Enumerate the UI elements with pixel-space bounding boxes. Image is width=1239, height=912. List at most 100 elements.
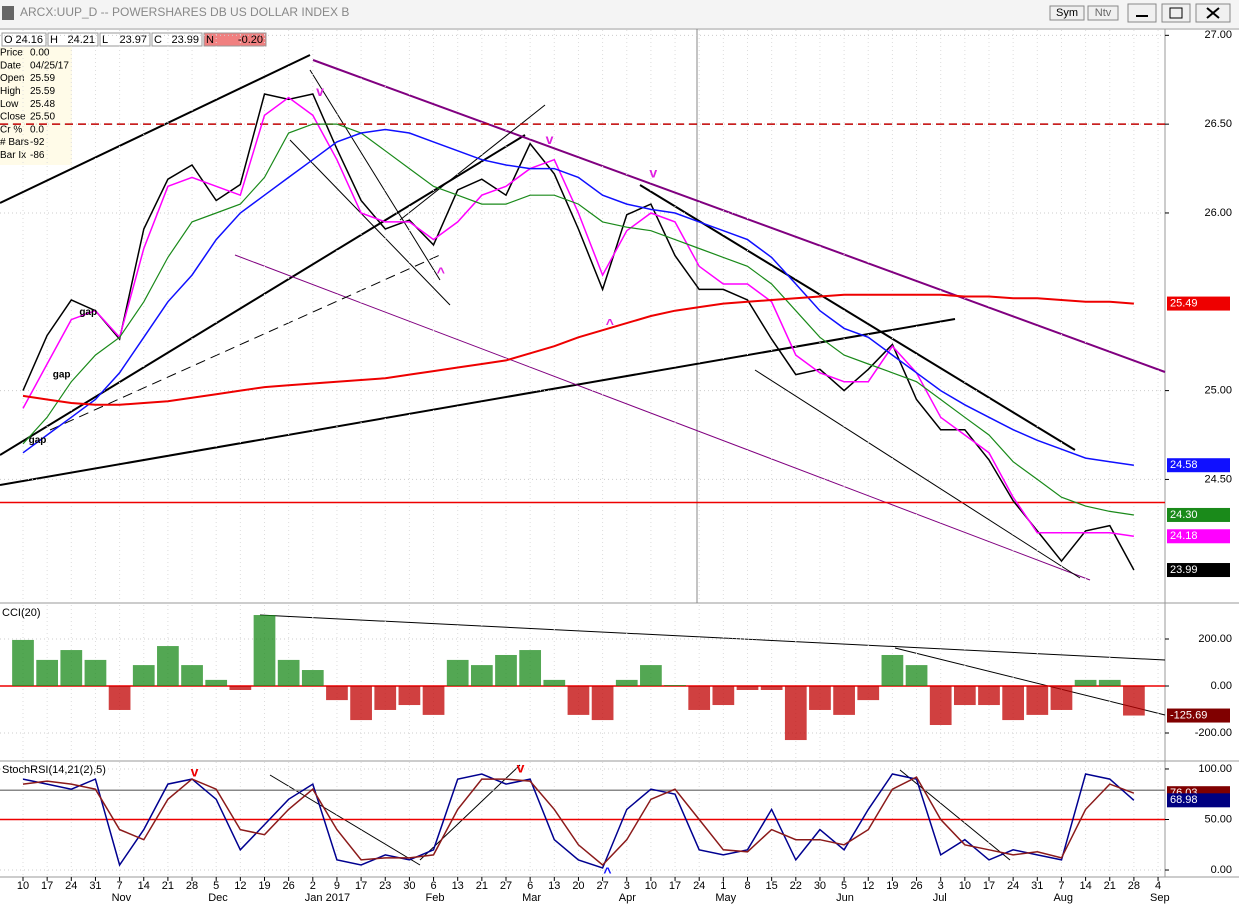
x-tick-label: 4 [1155,880,1161,892]
bar [857,686,880,701]
header-box [99,32,151,47]
y-tick-label: 50.00 [1204,813,1232,825]
annotation: gap [79,307,97,318]
bar [712,686,735,706]
x-tick-label: 23 [379,880,391,892]
ntv-button[interactable] [1087,5,1119,21]
sym-label[interactable]: Sym [1056,7,1078,19]
y-tick-label: 0.00 [1211,680,1232,692]
info-value: 0.0 [30,124,44,135]
maximize-icon [1169,7,1183,19]
x-tick-label: 12 [862,880,874,892]
x-tick-label: 2 [310,880,316,892]
x-tick-label: 15 [766,880,778,892]
bar [326,686,348,701]
annotation: v [649,165,657,181]
bar [519,650,542,687]
bar [784,686,807,741]
x-tick-label: 10 [959,880,971,892]
y-tick-label: 24.50 [1204,473,1232,485]
header-value: 24.21 [67,34,95,46]
series-line [22,128,1135,466]
bar [301,670,324,687]
ntv-label[interactable]: Ntv [1095,7,1112,19]
bar [591,686,614,721]
info-label: Price [0,48,23,59]
x-tick-label: 3 [624,880,630,892]
month-label: May [715,892,736,904]
month-label: Apr [619,892,636,904]
info-value: 25.59 [30,73,55,84]
price-tag-label: 24.30 [1170,509,1198,521]
x-tick-label: 10 [17,880,29,892]
x-tick-label: 27 [500,880,512,892]
x-tick-label: 30 [403,880,415,892]
annotation: ^ [606,316,614,332]
month-label: Jul [933,892,947,904]
bar [567,686,590,715]
x-tick-label: 19 [886,880,898,892]
y-tick-label: 200.00 [1198,633,1232,645]
x-tick-label: 26 [910,880,922,892]
header-value: -0.20 [238,34,263,46]
info-label: Close [0,112,26,123]
maximize-button[interactable] [1161,3,1191,23]
price-tag-label: -125.69 [1170,709,1207,721]
x-tick-label: 17 [355,880,367,892]
info-label: High [0,86,21,97]
bar [1026,686,1049,715]
header-key: N [206,34,214,46]
sym-button[interactable] [1049,5,1085,21]
price-tag [1167,507,1230,522]
bar [446,659,469,687]
x-tick-label: 14 [1079,880,1091,892]
bar [833,686,855,715]
annotation: gap [53,369,71,380]
bar [36,659,59,687]
price-tag-label: 24.18 [1170,530,1198,542]
bar [398,686,421,706]
bar [422,686,445,715]
series-line [22,293,1134,406]
header-key: L [102,34,108,46]
month-label: Feb [426,892,445,904]
x-tick-label: 24 [693,880,705,892]
annotation: ^ [437,264,445,280]
bar [1098,679,1121,687]
x-tick-label: 5 [841,880,847,892]
bar [760,686,783,690]
y-tick-label: 100.00 [1198,763,1232,775]
trendline [312,59,1166,373]
y-tick-label: 0.00 [1211,864,1232,876]
x-tick-label: 3 [938,880,944,892]
bar [350,686,372,721]
x-tick-label: 21 [1104,880,1116,892]
header-box [203,32,267,47]
x-tick-label: 6 [430,880,436,892]
header-box [1,32,47,47]
header-box [47,32,99,47]
y-tick-label: 27.00 [1204,29,1232,41]
x-tick-label: 21 [476,880,488,892]
series-line [22,773,1135,869]
minimize-button[interactable] [1127,3,1157,23]
x-tick-label: 26 [283,880,295,892]
price-tag [1167,296,1230,311]
price-tag [1167,563,1230,578]
x-tick-label: 21 [162,880,174,892]
trendline [754,369,1081,579]
x-tick-label: 6 [527,880,533,892]
trendline [0,54,311,204]
annotation: v [517,760,525,776]
header-value: 24.16 [15,34,43,46]
header-key: O [4,34,13,46]
x-tick-label: 12 [234,880,246,892]
info-label: Date [0,60,22,71]
bar [1002,686,1025,721]
bar [181,665,203,687]
x-tick-label: 9 [334,880,340,892]
x-tick-label: 22 [790,880,802,892]
bar [374,686,397,710]
bar [664,685,686,687]
